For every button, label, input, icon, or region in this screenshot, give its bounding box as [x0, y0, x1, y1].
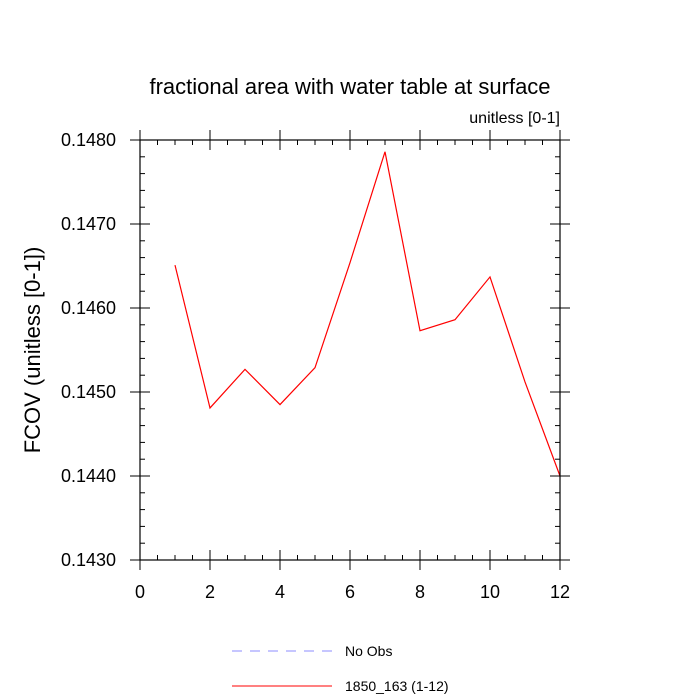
legend: No Obs 1850_163 (1-12)	[232, 643, 449, 694]
legend-label: No Obs	[345, 643, 392, 659]
x-tick-label: 4	[275, 582, 285, 602]
chart-subtitle: unitless [0-1]	[469, 110, 560, 127]
plot-area	[174, 151, 561, 477]
y-tick-label: 0.1440	[61, 466, 116, 486]
chart-title: fractional area with water table at surf…	[149, 74, 550, 99]
x-tick-label: 2	[205, 582, 215, 602]
x-tick-label: 0	[135, 582, 145, 602]
legend-label: 1850_163 (1-12)	[345, 678, 449, 694]
x-tick-label: 6	[345, 582, 355, 602]
y-tick-label: 0.1450	[61, 382, 116, 402]
y-tick-label: 0.1480	[61, 130, 116, 150]
y-tick-label: 0.1430	[61, 550, 116, 570]
y-tick-label: 0.1470	[61, 214, 116, 234]
y-axis-label: FCOV (unitless [0-1])	[20, 247, 45, 454]
x-tick-label: 10	[480, 582, 500, 602]
x-tick-label: 8	[415, 582, 425, 602]
y-tick-label: 0.1460	[61, 298, 116, 318]
axis-tick-labels: 0 2 4 6 8 10 12 0.1430 0.1440 0.1450 0.1460 0.1470 0…	[61, 130, 570, 602]
series-line	[174, 151, 561, 477]
x-tick-label: 12	[550, 582, 570, 602]
plot-frame	[139, 139, 561, 561]
